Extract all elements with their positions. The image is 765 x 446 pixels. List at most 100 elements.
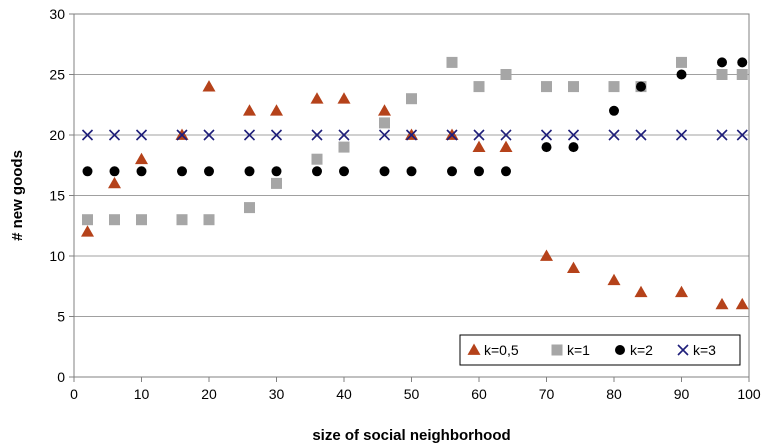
data-point bbox=[271, 177, 282, 189]
legend-marker bbox=[615, 345, 625, 355]
data-point bbox=[244, 166, 255, 177]
series-1 bbox=[82, 56, 748, 226]
data-point bbox=[540, 249, 553, 261]
y-tick-label: 15 bbox=[49, 188, 65, 204]
series-2 bbox=[82, 57, 748, 177]
data-point bbox=[243, 129, 256, 141]
data-point bbox=[635, 129, 647, 141]
x-tick-label: 0 bbox=[70, 386, 78, 402]
y-tick-label: 0 bbox=[57, 369, 65, 385]
data-point bbox=[203, 214, 215, 226]
data-point bbox=[81, 129, 94, 141]
legend-label: k=3 bbox=[693, 342, 716, 358]
data-point bbox=[636, 81, 646, 92]
data-point bbox=[540, 129, 553, 141]
data-point bbox=[472, 140, 486, 152]
data-point bbox=[136, 166, 147, 177]
x-tick-label: 90 bbox=[674, 386, 690, 402]
data-point bbox=[378, 129, 391, 141]
y-axis-title: # new goods bbox=[9, 150, 26, 241]
data-point bbox=[176, 214, 188, 226]
data-point bbox=[203, 129, 215, 141]
y-tick-label: 30 bbox=[49, 6, 65, 22]
x-tick-label: 60 bbox=[471, 386, 487, 402]
legend-box bbox=[459, 334, 741, 366]
data-point bbox=[135, 129, 148, 141]
x-tick-label: 70 bbox=[539, 386, 555, 402]
data-point bbox=[202, 80, 216, 92]
legend-marker bbox=[677, 344, 689, 356]
data-point bbox=[405, 129, 418, 141]
data-point bbox=[568, 142, 579, 153]
data-point bbox=[676, 69, 687, 80]
data-point bbox=[136, 214, 147, 226]
legend-label: k=2 bbox=[630, 342, 653, 358]
data-point bbox=[608, 129, 620, 141]
data-point bbox=[312, 166, 322, 177]
data-point bbox=[501, 166, 511, 177]
data-point bbox=[717, 57, 727, 68]
data-point bbox=[567, 129, 580, 141]
data-point bbox=[446, 56, 458, 68]
data-point bbox=[447, 166, 457, 177]
y-tick-label: 5 bbox=[57, 309, 65, 325]
data-point bbox=[338, 141, 350, 153]
data-point bbox=[311, 153, 323, 165]
data-point bbox=[270, 129, 283, 141]
legend-marker bbox=[551, 344, 563, 356]
data-point bbox=[568, 81, 579, 93]
data-point bbox=[81, 225, 94, 237]
data-point bbox=[108, 176, 121, 189]
legend-label: k=0,5 bbox=[484, 342, 519, 358]
y-tick-label: 20 bbox=[49, 127, 65, 143]
data-point bbox=[607, 273, 621, 286]
data-point bbox=[634, 285, 648, 298]
data-point bbox=[379, 117, 390, 129]
data-point bbox=[541, 81, 552, 93]
data-point bbox=[108, 129, 121, 141]
data-point bbox=[109, 166, 120, 177]
series-0 bbox=[81, 80, 749, 310]
x-tick-label: 40 bbox=[336, 386, 352, 402]
data-point bbox=[736, 129, 748, 141]
data-point bbox=[609, 105, 619, 116]
data-point bbox=[446, 129, 458, 141]
data-point bbox=[379, 166, 390, 177]
data-point bbox=[338, 129, 350, 141]
data-point bbox=[541, 142, 552, 153]
data-point bbox=[177, 166, 187, 177]
data-point bbox=[500, 69, 512, 80]
data-point bbox=[500, 129, 512, 141]
x-tick-label: 10 bbox=[134, 386, 150, 402]
data-points bbox=[81, 56, 749, 310]
data-point bbox=[473, 129, 485, 141]
data-point bbox=[735, 297, 749, 310]
data-point bbox=[474, 166, 484, 177]
x-tick-label: 50 bbox=[404, 386, 420, 402]
legend: k=0,5 k=1 k=2 k=3 bbox=[459, 334, 741, 366]
x-tick-label: 20 bbox=[201, 386, 217, 402]
data-point bbox=[82, 214, 93, 226]
x-tick-label: 80 bbox=[606, 386, 622, 402]
data-point bbox=[82, 166, 93, 177]
data-point bbox=[337, 92, 351, 104]
data-point bbox=[135, 152, 148, 165]
data-point bbox=[716, 69, 728, 80]
data-point bbox=[676, 56, 687, 68]
legend-label: k=1 bbox=[567, 342, 590, 358]
data-point bbox=[243, 104, 256, 116]
gridlines bbox=[74, 74, 749, 317]
data-point bbox=[270, 104, 283, 116]
data-point bbox=[271, 166, 282, 177]
series-3 bbox=[81, 129, 748, 141]
x-axis-title: size of social neighborhood bbox=[312, 427, 510, 444]
axis-ticks: 0 5 10 15 20 25 30 0 10 20 30 40 50 60 70 80 90 100 bbox=[49, 6, 760, 402]
data-point bbox=[473, 81, 485, 93]
y-tick-label: 10 bbox=[49, 248, 65, 264]
data-point bbox=[244, 202, 255, 214]
y-tick-label: 25 bbox=[49, 67, 65, 83]
data-point bbox=[339, 166, 349, 177]
data-point bbox=[716, 129, 728, 141]
x-tick-label: 30 bbox=[269, 386, 285, 402]
